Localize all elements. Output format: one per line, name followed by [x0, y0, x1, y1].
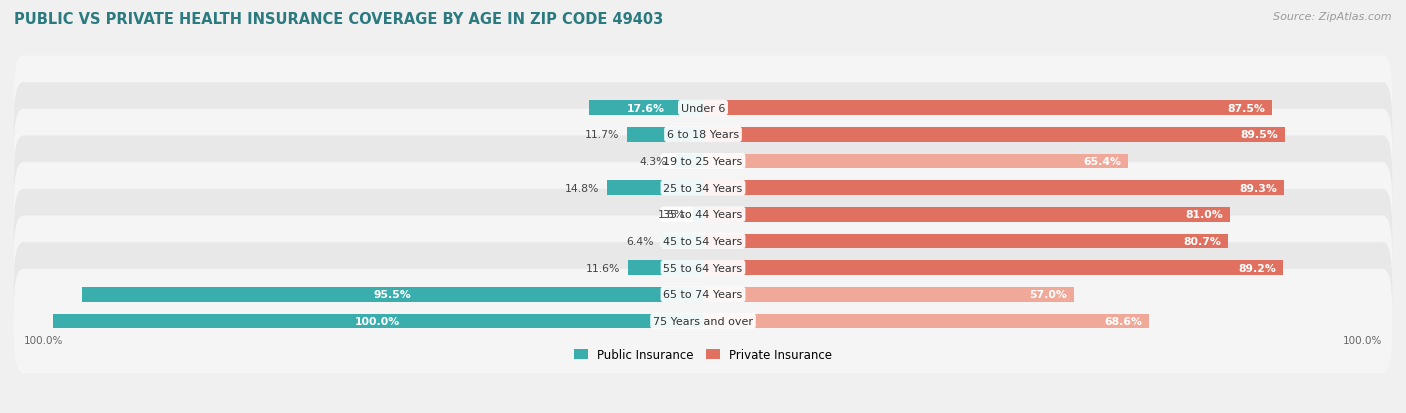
Bar: [675, 154, 703, 169]
Bar: [703, 234, 1227, 249]
Text: 17.6%: 17.6%: [627, 103, 665, 113]
Text: 11.6%: 11.6%: [585, 263, 620, 273]
Text: 6 to 18 Years: 6 to 18 Years: [666, 130, 740, 140]
Bar: [589, 101, 703, 116]
Text: 25 to 34 Years: 25 to 34 Years: [664, 183, 742, 193]
Bar: [82, 287, 703, 302]
Bar: [703, 128, 1285, 142]
Bar: [703, 154, 1128, 169]
Bar: [627, 128, 703, 142]
Bar: [52, 314, 703, 328]
Text: 65 to 74 Years: 65 to 74 Years: [664, 290, 742, 299]
Text: 4.3%: 4.3%: [640, 157, 668, 166]
Text: PUBLIC VS PRIVATE HEALTH INSURANCE COVERAGE BY AGE IN ZIP CODE 49403: PUBLIC VS PRIVATE HEALTH INSURANCE COVER…: [14, 12, 664, 27]
FancyBboxPatch shape: [14, 163, 1392, 267]
Text: 68.6%: 68.6%: [1105, 316, 1143, 326]
Text: 6.4%: 6.4%: [626, 236, 654, 247]
Text: 35 to 44 Years: 35 to 44 Years: [664, 210, 742, 220]
FancyBboxPatch shape: [14, 216, 1392, 320]
Bar: [703, 261, 1284, 275]
FancyBboxPatch shape: [14, 56, 1392, 160]
Bar: [703, 314, 1149, 328]
Text: 100.0%: 100.0%: [1343, 335, 1382, 345]
FancyBboxPatch shape: [14, 109, 1392, 214]
Text: 89.2%: 89.2%: [1239, 263, 1277, 273]
Text: Source: ZipAtlas.com: Source: ZipAtlas.com: [1274, 12, 1392, 22]
Text: 57.0%: 57.0%: [1029, 290, 1067, 299]
Text: 65.4%: 65.4%: [1084, 157, 1122, 166]
Bar: [693, 207, 703, 222]
Text: 45 to 54 Years: 45 to 54 Years: [664, 236, 742, 247]
Text: 100.0%: 100.0%: [24, 335, 63, 345]
Text: 81.0%: 81.0%: [1185, 210, 1223, 220]
Bar: [627, 261, 703, 275]
Text: 19 to 25 Years: 19 to 25 Years: [664, 157, 742, 166]
Bar: [703, 181, 1284, 195]
FancyBboxPatch shape: [14, 269, 1392, 373]
Legend: Public Insurance, Private Insurance: Public Insurance, Private Insurance: [569, 343, 837, 366]
Bar: [703, 101, 1272, 116]
Text: 89.5%: 89.5%: [1240, 130, 1278, 140]
Text: 11.7%: 11.7%: [585, 130, 619, 140]
FancyBboxPatch shape: [14, 136, 1392, 240]
Bar: [703, 287, 1074, 302]
Bar: [703, 207, 1230, 222]
Text: 75 Years and over: 75 Years and over: [652, 316, 754, 326]
Text: 89.3%: 89.3%: [1239, 183, 1277, 193]
Text: 14.8%: 14.8%: [565, 183, 599, 193]
Text: 1.5%: 1.5%: [658, 210, 686, 220]
Bar: [661, 234, 703, 249]
Bar: [607, 181, 703, 195]
Text: Under 6: Under 6: [681, 103, 725, 113]
Text: 100.0%: 100.0%: [356, 316, 401, 326]
FancyBboxPatch shape: [14, 83, 1392, 187]
Text: 55 to 64 Years: 55 to 64 Years: [664, 263, 742, 273]
Text: 87.5%: 87.5%: [1227, 103, 1265, 113]
FancyBboxPatch shape: [14, 189, 1392, 293]
Text: 80.7%: 80.7%: [1184, 236, 1222, 247]
Text: 95.5%: 95.5%: [374, 290, 412, 299]
FancyBboxPatch shape: [14, 242, 1392, 347]
